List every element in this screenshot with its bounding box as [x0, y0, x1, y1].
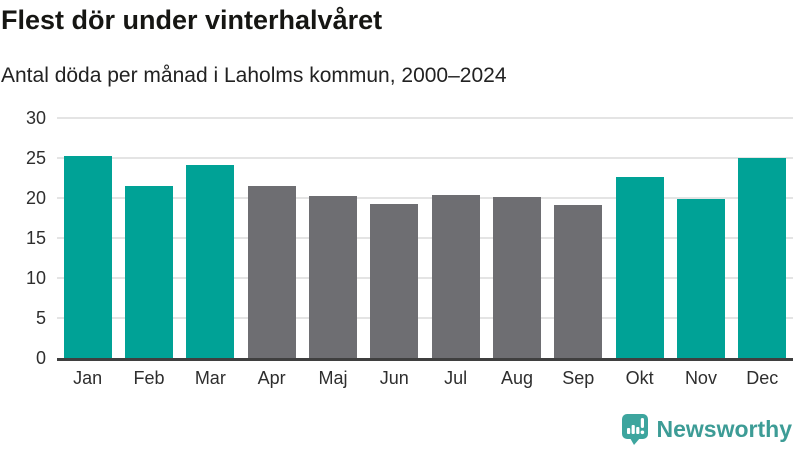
y-tick-label-30: 30 [25, 108, 46, 128]
bar-slot-nov [670, 118, 731, 358]
y-tick-label-25: 25 [25, 148, 46, 168]
gridline-25 [57, 157, 793, 159]
bar-maj [308, 195, 357, 358]
bar-chart-speech-bubble-icon [621, 413, 649, 446]
gridline-10 [57, 277, 793, 279]
x-tick-label-feb: Feb [133, 368, 165, 388]
y-tick-label-5: 5 [35, 308, 46, 328]
bar-slot-feb [118, 118, 179, 358]
bar-slot-jun [364, 118, 425, 358]
bar-jul [431, 194, 480, 358]
x-tick-label-aug: Aug [500, 368, 533, 388]
brand-name: Newsworthy [656, 416, 792, 442]
bar-slot-mar [180, 118, 241, 358]
bar-slot-aug [486, 118, 547, 358]
bar-slot-sep [548, 118, 609, 358]
x-tick-label-sep: Sep [562, 368, 595, 388]
x-tick-label-jul: Jul [444, 368, 468, 388]
bar-slot-dec [732, 118, 793, 358]
bar-dec [738, 158, 787, 358]
y-axis: 0 5 10 15 20 25 30 [0, 108, 46, 368]
x-tick-label-jan: Jan [73, 368, 103, 388]
x-axis: Jan Feb Mar Apr Maj Jun Jul Aug Sep Okt Nov Dec [57, 366, 793, 390]
y-tick-label-15: 15 [25, 228, 46, 248]
page-title: Flest dör under vinterhalvåret [1, 5, 383, 35]
bar-sep [554, 205, 603, 358]
x-tick-label-apr: Apr [257, 368, 286, 388]
bar-slot-apr [241, 118, 302, 358]
x-tick-label-maj: Maj [318, 368, 348, 388]
x-tick-label-okt: Okt [625, 368, 654, 388]
bar-feb [124, 186, 173, 358]
bar-apr [247, 186, 296, 358]
bar-slot-okt [609, 118, 670, 358]
x-tick-label-mar: Mar [194, 368, 226, 388]
y-tick-label-10: 10 [25, 268, 46, 288]
gridline-30 [57, 117, 793, 119]
bar-slot-jul [425, 118, 486, 358]
bar-okt [615, 177, 664, 358]
bar-jun [370, 204, 419, 358]
bar-nov [676, 198, 725, 358]
bars [57, 118, 793, 358]
bar-aug [492, 197, 541, 358]
page-subtitle: Antal döda per månad i Laholms kommun, 2… [1, 64, 507, 87]
plot-area [57, 117, 793, 361]
bar-slot-jan [57, 118, 118, 358]
y-tick-label-20: 20 [25, 188, 46, 208]
gridline-5 [57, 317, 793, 319]
gridline-20 [57, 197, 793, 199]
bar-jan [63, 155, 112, 358]
newsworthy-logo: Newsworthy [621, 413, 792, 446]
gridline-15 [57, 237, 793, 239]
x-tick-label-nov: Nov [684, 368, 717, 388]
y-tick-label-0: 0 [35, 348, 46, 368]
x-tick-label-jun: Jun [379, 368, 409, 388]
x-tick-label-dec: Dec [746, 368, 779, 388]
bar-slot-maj [302, 118, 363, 358]
bar-mar [186, 165, 235, 358]
